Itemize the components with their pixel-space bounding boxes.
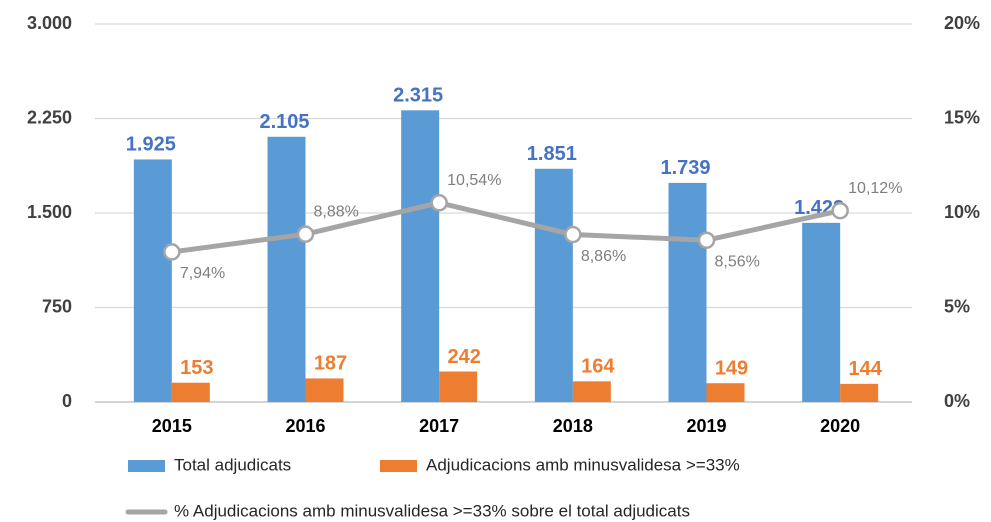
bar: [706, 383, 745, 402]
bar: [534, 168, 573, 402]
data-label: 187: [314, 353, 347, 375]
bar: [668, 182, 707, 402]
legend-swatch: [380, 460, 417, 472]
data-label: 1.739: [660, 157, 710, 179]
line: [171, 200, 841, 255]
bar: [401, 110, 440, 402]
x-tick-label: 2017: [419, 416, 459, 436]
data-label: 164: [581, 356, 615, 378]
data-label: 2.105: [259, 111, 309, 133]
legend-label: Adjudicacions amb minusvalidesa >=33%: [426, 455, 740, 474]
data-label: 1.925: [126, 134, 176, 156]
y2-tick-label: 20%: [944, 13, 980, 33]
data-label: 153: [180, 357, 213, 379]
y2-tick-label: 10%: [944, 202, 980, 222]
y2-tick-label: 0%: [944, 391, 970, 411]
x-tick-label: 2018: [553, 416, 593, 436]
data-label: 8,86%: [581, 248, 626, 265]
x-tick-label: 2015: [152, 416, 192, 436]
legend-label: Total adjudicats: [174, 455, 291, 474]
legend-label: % Adjudicacions amb minusvalidesa >=33% …: [174, 501, 690, 520]
data-label: 8,56%: [715, 253, 760, 270]
line-point: [697, 231, 716, 249]
y-tick-label: 2.250: [27, 107, 72, 127]
data-label: 144: [848, 358, 882, 380]
y-tick-label: 0: [62, 391, 72, 411]
data-label: 10,12%: [848, 180, 902, 197]
data-label: 1.851: [527, 143, 577, 165]
y2-tick-label: 5%: [944, 296, 970, 316]
bar: [572, 381, 611, 402]
line-point: [163, 243, 181, 261]
line-point: [831, 201, 849, 220]
y-tick-label: 3.000: [27, 13, 72, 33]
bar: [802, 222, 841, 402]
legend-swatch: [128, 460, 165, 472]
data-label: 10,54%: [447, 172, 501, 189]
line-point: [564, 225, 582, 244]
line-point: [296, 225, 315, 243]
x-tick-label: 2020: [820, 416, 860, 436]
data-label: 242: [447, 346, 480, 368]
data-label: 2.315: [393, 85, 443, 107]
x-tick-label: 2016: [285, 416, 325, 436]
data-label: 7,94%: [180, 265, 225, 282]
bar: [305, 378, 344, 402]
bar: [840, 383, 879, 402]
y2-tick-label: 15%: [944, 107, 980, 127]
y-tick-label: 750: [42, 296, 72, 316]
bar: [439, 371, 478, 402]
bar: [171, 382, 210, 402]
y-tick-label: 1.500: [27, 202, 72, 222]
data-label: 8,88%: [314, 203, 359, 220]
line-point: [430, 194, 448, 212]
bar: [267, 136, 306, 402]
x-tick-label: 2019: [686, 416, 726, 436]
data-label: 149: [715, 358, 748, 380]
bar: [133, 159, 172, 402]
